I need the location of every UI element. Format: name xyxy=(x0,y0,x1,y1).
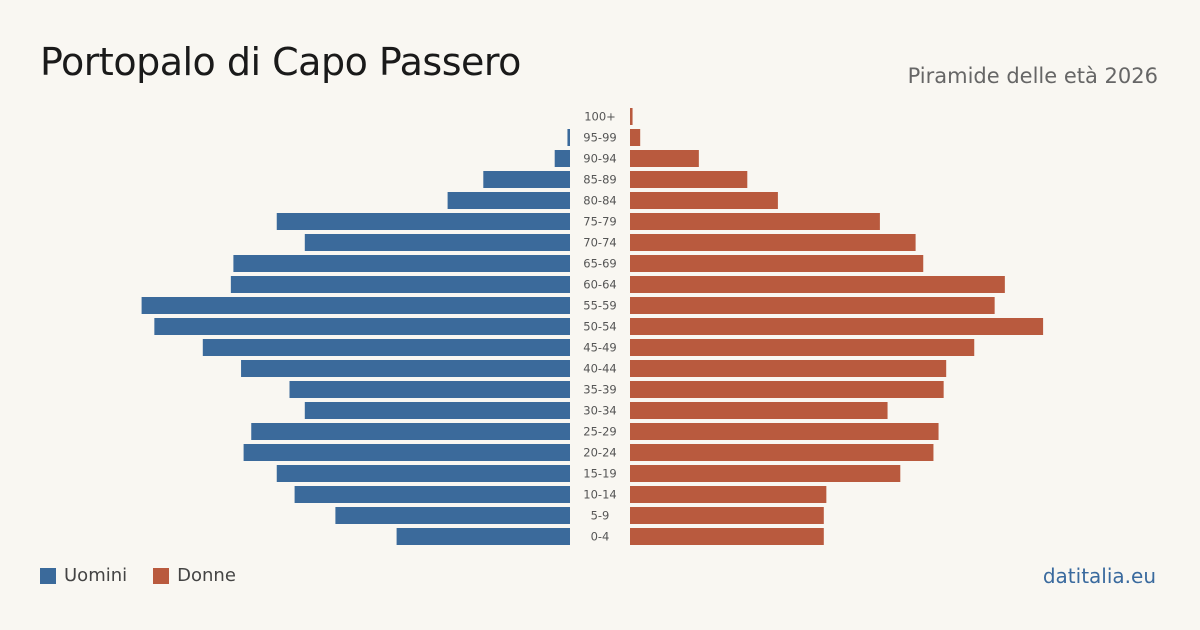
age-label-95-99: 95-99 xyxy=(583,131,616,145)
bar-women-100+ xyxy=(630,108,633,125)
legend-label-men: Uomini xyxy=(64,565,128,586)
age-label-35-39: 35-39 xyxy=(583,383,616,397)
bar-men-65-69 xyxy=(233,255,570,272)
legend-item-men: Uomini xyxy=(40,565,127,586)
bar-women-95-99 xyxy=(630,129,641,146)
age-label-10-14: 10-14 xyxy=(583,488,616,502)
bar-men-75-79 xyxy=(276,213,570,230)
bar-men-10-14 xyxy=(294,486,570,503)
bar-women-0-4 xyxy=(630,528,824,545)
age-label-85-89: 85-89 xyxy=(583,173,616,187)
bar-men-0-4 xyxy=(396,528,570,545)
age-label-60-64: 60-64 xyxy=(583,278,616,292)
bar-women-30-34 xyxy=(630,402,888,419)
men-bars xyxy=(141,129,571,545)
bar-women-90-94 xyxy=(630,150,699,167)
bar-men-80-84 xyxy=(447,192,570,209)
age-label-75-79: 75-79 xyxy=(583,215,616,229)
legend-swatch-women xyxy=(153,567,170,584)
age-label-65-69: 65-69 xyxy=(583,257,616,271)
age-label-40-44: 40-44 xyxy=(583,362,616,376)
bar-men-85-89 xyxy=(483,171,570,188)
bar-men-40-44 xyxy=(241,360,571,377)
age-label-20-24: 20-24 xyxy=(583,446,616,460)
bar-men-60-64 xyxy=(230,276,570,293)
legend-swatch-men xyxy=(40,567,56,584)
age-label-90-94: 90-94 xyxy=(583,152,616,166)
age-labels: 100+ 95-99 90-94 85-89 80-84 75-79 70-74 65-69 6… xyxy=(583,110,616,544)
bar-women-55-59 xyxy=(630,297,995,314)
bar-women-5-9 xyxy=(630,507,824,524)
age-label-5-9: 5-9 xyxy=(591,509,610,523)
legend-item-women: Donne xyxy=(153,565,236,586)
age-label-80-84: 80-84 xyxy=(583,194,616,208)
bar-women-80-84 xyxy=(630,192,778,209)
legend-label-women: Donne xyxy=(177,565,236,586)
legend: Uomini Donne xyxy=(40,565,262,586)
age-label-70-74: 70-74 xyxy=(583,236,616,250)
bar-men-50-54 xyxy=(154,318,570,335)
bar-women-60-64 xyxy=(630,276,1005,293)
age-label-25-29: 25-29 xyxy=(583,425,616,439)
age-label-0-4: 0-4 xyxy=(591,530,610,544)
age-label-15-19: 15-19 xyxy=(583,467,616,481)
bar-women-70-74 xyxy=(630,234,916,251)
bar-men-90-94 xyxy=(554,150,570,167)
bar-men-25-29 xyxy=(251,423,570,440)
age-label-45-49: 45-49 xyxy=(583,341,616,355)
bar-men-15-19 xyxy=(276,465,570,482)
age-label-50-54: 50-54 xyxy=(583,320,616,334)
bar-women-45-49 xyxy=(630,339,975,356)
bar-men-20-24 xyxy=(243,444,570,461)
bar-men-35-39 xyxy=(289,381,570,398)
bar-men-95-99 xyxy=(567,129,570,146)
bar-women-15-19 xyxy=(630,465,901,482)
bar-women-65-69 xyxy=(630,255,924,272)
bar-women-35-39 xyxy=(630,381,944,398)
chart-title: Portopalo di Capo Passero xyxy=(40,40,521,84)
age-label-100+: 100+ xyxy=(584,110,616,124)
bar-women-40-44 xyxy=(630,360,947,377)
bar-women-10-14 xyxy=(630,486,827,503)
bar-men-70-74 xyxy=(304,234,570,251)
bar-women-85-89 xyxy=(630,171,748,188)
bar-men-30-34 xyxy=(304,402,570,419)
bar-women-75-79 xyxy=(630,213,880,230)
bar-men-45-49 xyxy=(202,339,571,356)
age-label-30-34: 30-34 xyxy=(583,404,616,418)
bar-women-20-24 xyxy=(630,444,934,461)
bar-men-5-9 xyxy=(335,507,570,524)
bar-men-55-59 xyxy=(141,297,570,314)
bar-women-50-54 xyxy=(630,318,1044,335)
age-label-55-59: 55-59 xyxy=(583,299,616,313)
chart-subtitle: Piramide delle età 2026 xyxy=(907,64,1158,88)
women-bars xyxy=(630,108,1044,545)
bar-women-25-29 xyxy=(630,423,939,440)
brand-link[interactable]: datitalia.eu xyxy=(1042,564,1156,588)
